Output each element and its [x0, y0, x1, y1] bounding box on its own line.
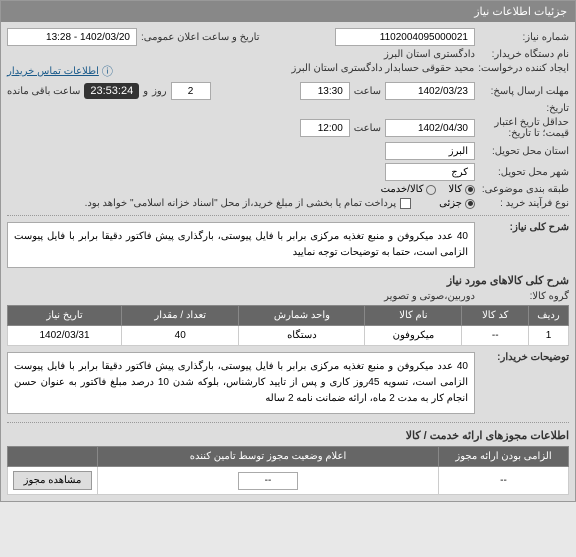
td-unit: دستگاه [239, 326, 365, 346]
validity-label: حداقل تاریخ اعتبار [479, 117, 569, 128]
th-unit: واحد شمارش [239, 306, 365, 326]
summary-label: شرح کلی نیاز: [479, 222, 569, 233]
row-buy-process: نوع فرآیند خرید : جزئی پرداخت تمام یا بخ… [7, 198, 569, 209]
buyer-value: دادگستری استان البرز [384, 49, 475, 60]
divider-2 [7, 422, 569, 423]
buyer-notes-text: 40 عدد میکروفن و منبع تغذیه مرکزی برابر … [7, 352, 475, 414]
validity-date: 1402/04/30 [385, 119, 475, 137]
panel-title: جزئیات اطلاعات نیاز [1, 1, 575, 22]
permits-section-title: اطلاعات مجوزهای ارائه خدمت / کالا [7, 429, 569, 442]
row-city: شهر محل تحویل: کرج [7, 163, 569, 181]
payment-checkbox[interactable] [400, 198, 411, 209]
th-date: تاریخ نیاز [8, 306, 122, 326]
and-label: و [143, 86, 148, 97]
permit-declare-cell: -- [98, 467, 439, 495]
td-name: میکروفون [365, 326, 462, 346]
deadline-time: 13:30 [300, 82, 350, 100]
row-deadline: مهلت ارسال پاسخ: 1402/03/23 ساعت 13:30 2… [7, 82, 569, 100]
th-declare: اعلام وضعیت مجوز توسط تامین کننده [98, 447, 439, 467]
contact-link[interactable]: اطلاعات تماس خریدار [7, 66, 99, 77]
row-buyer: نام دستگاه خریدار: دادگستری استان البرز [7, 49, 569, 60]
th-qty: تعداد / مقدار [122, 306, 239, 326]
row-group: گروه کالا: دوربین،صوتی و تصویر [7, 291, 569, 302]
row-category: طبقه بندی موضوعی: کالا کالا/خدمت [7, 184, 569, 195]
row-summary: شرح کلی نیاز: 40 عدد میکروفن و منبع تغذی… [7, 222, 569, 268]
need-number-label: شماره نیاز: [479, 32, 569, 43]
radio-dot-general [465, 199, 475, 209]
td-code: -- [462, 326, 529, 346]
row-province: استان محل تحویل: البرز [7, 142, 569, 160]
td-row: 1 [529, 326, 569, 346]
payment-note: پرداخت تمام یا بخشی از مبلغ خرید،از محل … [7, 198, 396, 209]
deadline-date: 1402/03/23 [385, 82, 475, 100]
th-row: ردیف [529, 306, 569, 326]
row-history: تاریخ: [7, 103, 569, 114]
history-label: تاریخ: [479, 103, 569, 114]
panel-body: شماره نیاز: 1102004095000021 تاریخ و ساع… [1, 22, 575, 501]
table-header-row: ردیف کد کالا نام کالا واحد شمارش تعداد /… [8, 306, 569, 326]
deadline-label: مهلت ارسال پاسخ: [479, 86, 569, 97]
permits-table: الزامی بودن ارائه مجوز اعلام وضعیت مجوز … [7, 446, 569, 495]
permits-header-row: الزامی بودن ارائه مجوز اعلام وضعیت مجوز … [8, 447, 569, 467]
row-validity: حداقل تاریخ اعتبار قیمت؛ تا تاریخ: 1402/… [7, 117, 569, 139]
view-permit-button[interactable]: مشاهده مجوز [13, 471, 93, 490]
need-number-value: 1102004095000021 [335, 28, 475, 46]
radio-dot-goods [465, 185, 475, 195]
announce-value: 1402/03/20 - 13:28 [7, 28, 137, 46]
buy-process-label: نوع فرآیند خرید : [479, 198, 569, 209]
announce-label: تاریخ و ساعت اعلان عمومی: [141, 32, 260, 43]
radio-dot-service [426, 185, 436, 195]
th-action [8, 447, 98, 467]
divider-1 [7, 215, 569, 216]
permits-row: -- -- مشاهده مجوز [8, 467, 569, 495]
buyer-notes-label: توضیحات خریدار: [479, 352, 569, 363]
td-date: 1402/03/31 [8, 326, 122, 346]
province-label: استان محل تحویل: [479, 146, 569, 157]
table-row: 1 -- میکروفون دستگاه 40 1402/03/31 [8, 326, 569, 346]
city-value: کرج [385, 163, 475, 181]
countdown-timer: 23:53:24 [84, 83, 139, 99]
category-label: طبقه بندی موضوعی: [479, 184, 569, 195]
row-requester: ایجاد کننده درخواست: محید حقوقی حسابدار … [7, 63, 569, 79]
summary-text: 40 عدد میکروفن و منبع تغذیه مرکزی برابر … [7, 222, 475, 268]
buyer-label: نام دستگاه خریدار: [479, 49, 569, 60]
radio-label-general: جزئی [439, 198, 462, 209]
items-section-title: شرح کلی کالاهای مورد نیاز [7, 274, 569, 287]
th-required: الزامی بودن ارائه مجوز [439, 447, 569, 467]
validity-sublabel: قیمت؛ تا تاریخ: [479, 128, 569, 139]
category-radio-group: کالا کالا/خدمت [381, 184, 475, 195]
row-need-number: شماره نیاز: 1102004095000021 تاریخ و ساع… [7, 28, 569, 46]
permit-declare-value: -- [238, 472, 298, 490]
items-table: ردیف کد کالا نام کالا واحد شمارش تعداد /… [7, 305, 569, 346]
hour-label-2: ساعت [354, 123, 381, 134]
permit-action-cell: مشاهده مجوز [8, 467, 98, 495]
radio-service[interactable]: کالا/خدمت [381, 184, 437, 195]
th-name: نام کالا [365, 306, 462, 326]
validity-time: 12:00 [300, 119, 350, 137]
buy-process-radio-group: جزئی [439, 198, 475, 209]
group-value: دوربین،صوتی و تصویر [384, 291, 475, 302]
info-icon: ⓘ [102, 63, 113, 79]
group-label: گروه کالا: [479, 291, 569, 302]
requester-label: ایجاد کننده درخواست: [478, 63, 569, 74]
day-label: روز [152, 86, 167, 97]
province-value: البرز [385, 142, 475, 160]
hour-label-1: ساعت [354, 86, 381, 97]
radio-label-service: کالا/خدمت [381, 184, 424, 195]
row-buyer-notes: توضیحات خریدار: 40 عدد میکروفن و منبع تغ… [7, 352, 569, 414]
th-code: کد کالا [462, 306, 529, 326]
radio-goods[interactable]: کالا [448, 184, 475, 195]
requester-value: محید حقوقی حسابدار دادگستری استان البرز [291, 63, 474, 74]
days-remaining: 2 [171, 82, 211, 100]
td-qty: 40 [122, 326, 239, 346]
details-panel: جزئیات اطلاعات نیاز شماره نیاز: 11020040… [0, 0, 576, 502]
city-label: شهر محل تحویل: [479, 167, 569, 178]
remaining-label: ساعت باقی مانده [7, 86, 80, 97]
radio-general[interactable]: جزئی [439, 198, 475, 209]
radio-label-goods: کالا [448, 184, 462, 195]
permit-required-cell: -- [439, 467, 569, 495]
